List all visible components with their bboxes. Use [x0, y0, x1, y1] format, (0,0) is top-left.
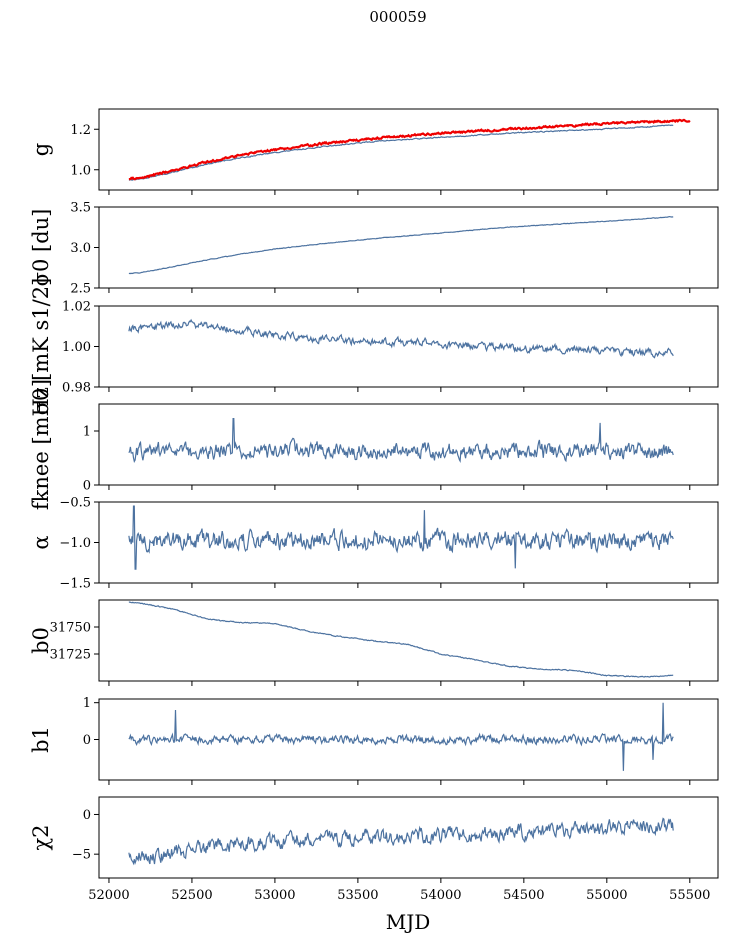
- y-tick-label: −0.5: [59, 496, 91, 511]
- y-axis-label-sigma0_mk: σ0 [mK s1/2]: [29, 278, 53, 416]
- x-tick-label: 52000: [88, 888, 129, 903]
- series-line-sigma0: [128, 215, 674, 275]
- y-tick-label: −5: [72, 848, 91, 863]
- x-tick-label: 55000: [586, 888, 627, 903]
- y-tick-label: 0: [83, 808, 91, 823]
- y-axis-label-b0: b0: [29, 627, 53, 654]
- x-tick-label: 55500: [669, 888, 710, 903]
- series-line-sigma0_norm: [128, 318, 674, 359]
- x-tick-label: 53000: [254, 888, 295, 903]
- y-tick-label: −1.0: [59, 536, 91, 551]
- series-line-g: [128, 124, 674, 181]
- y-tick-label: 3.0: [70, 241, 91, 256]
- x-tick-label: 54000: [420, 888, 461, 903]
- y-axis-label-chi2: χ2: [29, 824, 53, 850]
- y-tick-label: 3.5: [70, 201, 91, 216]
- y-axis-label-alpha: α: [29, 535, 53, 549]
- panel-frame: [98, 305, 719, 388]
- y-tick-label: 1.2: [70, 123, 91, 138]
- panel-g: 1.0 1.2 g: [29, 108, 719, 195]
- x-tick-label: 53500: [337, 888, 378, 903]
- y-tick-label: 2.5: [70, 282, 91, 297]
- y-axis-label-sigma0_du: σ0 [du]: [29, 209, 53, 287]
- panel-frame: [98, 206, 719, 289]
- y-tick-label: 1.0: [70, 163, 91, 178]
- y-tick-label: 1: [83, 696, 91, 711]
- panel-sigma0_mk: 0.98 1.00 1.02 σ0 [mK s1/2]: [29, 278, 719, 416]
- panel-frame: [98, 796, 719, 879]
- panels: 1.0 1.2 g 2.5 3.0 3.5 σ0 [du] 0.98 1.00 1.02 σ0 [m…: [29, 108, 719, 903]
- y-tick-label: 31725: [50, 648, 91, 663]
- panel-frame: [98, 599, 719, 682]
- x-tick-label: 52500: [171, 888, 212, 903]
- y-tick-label: −1.5: [59, 577, 91, 592]
- y-tick-label: 0.98: [62, 381, 91, 396]
- y-tick-label: 1: [83, 425, 91, 440]
- panel-alpha: −1.5 −1.0 −0.5 α: [29, 496, 719, 592]
- panel-frame: [98, 108, 719, 191]
- panel-frame: [98, 403, 719, 486]
- y-axis-label-b1: b1: [29, 726, 53, 753]
- y-tick-label: 1.02: [62, 300, 91, 315]
- y-axis-label-g: g: [29, 143, 53, 156]
- series-line-alpha: [128, 505, 674, 570]
- panel-sigma0_du: 2.5 3.0 3.5 σ0 [du]: [29, 201, 719, 297]
- series-line-fknee: [128, 418, 674, 464]
- y-tick-label: 0: [83, 479, 91, 494]
- x-tick-label: 54500: [503, 888, 544, 903]
- y-tick-label: 1.00: [62, 340, 91, 355]
- series-line-chi2: [128, 817, 674, 866]
- y-tick-label: 0: [83, 733, 91, 748]
- series-line-b0: [128, 601, 674, 678]
- series-line-g_reference: [128, 118, 691, 181]
- y-axis-label-fknee: fknee [mHz]: [29, 379, 53, 510]
- y-tick-label: 31750: [50, 621, 91, 636]
- x-axis-label: MJD: [386, 910, 431, 934]
- panel-fknee: 0 1 fknee [mHz]: [29, 379, 719, 510]
- series-line-b1: [128, 702, 674, 771]
- panel-b1: 0 1 b1: [29, 696, 719, 785]
- panel-chi2: 52000 52500 53000 53500 54000 54500 55000 55500…: [29, 796, 719, 903]
- figure-title: 000059: [369, 8, 426, 26]
